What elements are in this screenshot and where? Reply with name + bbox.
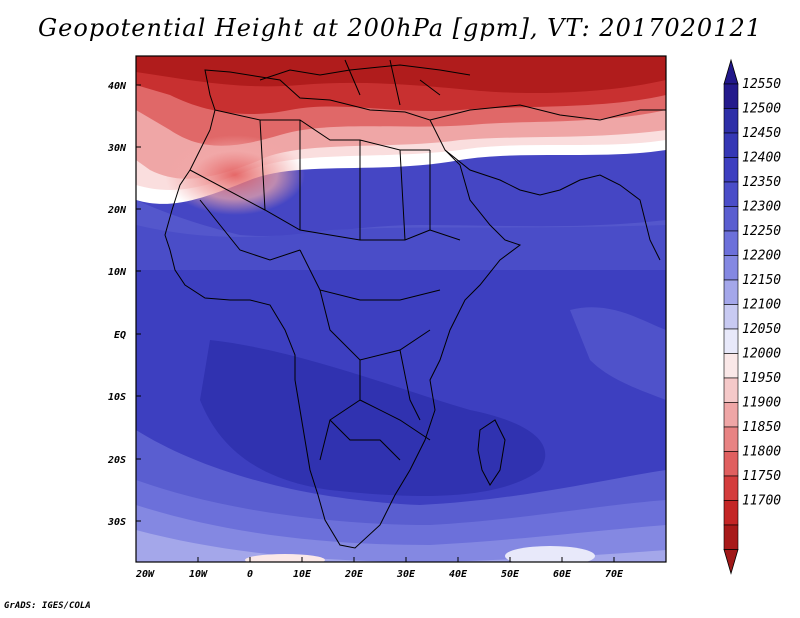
lon-axis: 20W 10W 0 10E 20E 30E 40E 50E 60E 70E: [135, 557, 624, 580]
madagascar: [477, 419, 506, 486]
lat-label: 20S: [107, 455, 126, 466]
colorbar-label: 12550: [742, 77, 781, 92]
colorbar-label: 12500: [742, 102, 781, 117]
colorbar-label: 11700: [742, 494, 781, 509]
colorbar-swatch: [723, 426, 739, 452]
colorbar-swatch: [723, 157, 739, 183]
lon-label: 10E: [293, 569, 312, 580]
lat-label: 30S: [107, 517, 126, 528]
colorbar-swatch: [723, 377, 739, 403]
colorbar-label: 12100: [742, 298, 781, 313]
lat-label: EQ: [114, 330, 126, 341]
colorbar-swatch: [723, 132, 739, 158]
arabia-coast: [444, 149, 661, 261]
colorbar-swatch: [723, 500, 739, 526]
lat-axis: 40N 30N 20N 10N EQ 10S 20S 30S: [107, 81, 141, 528]
lon-label: 20E: [344, 569, 364, 580]
lon-label: 40E: [449, 569, 468, 580]
europe-borders: [344, 59, 441, 106]
colorbar-label: 12400: [742, 151, 781, 166]
lon-label: 10W: [189, 569, 208, 580]
colorbar-label: 12150: [742, 273, 781, 288]
colorbar-swatch: [723, 279, 739, 305]
lat-label: 10S: [108, 392, 126, 403]
colorbar-swatch: [723, 108, 739, 134]
colorbar-label: 12300: [742, 200, 781, 215]
asia-coast: [429, 104, 666, 121]
colorbar-label: 12050: [742, 322, 781, 337]
colorbar-swatch: [723, 255, 739, 281]
lon-label: 70E: [605, 569, 624, 580]
country-borders: [189, 109, 461, 461]
colorbar-swatch: [723, 353, 739, 379]
colorbar-top-arrow: [723, 58, 739, 85]
lon-label: 60E: [553, 569, 572, 580]
colorbar-label: 12000: [742, 347, 781, 362]
colorbar-label: 11950: [742, 371, 781, 386]
coastlines: [164, 59, 666, 549]
colorbar-label: 12450: [742, 126, 781, 141]
plot-frame: [135, 55, 667, 563]
lon-label: 0: [247, 569, 253, 580]
lon-label: 20W: [135, 569, 155, 580]
colorbar-swatch: [723, 524, 739, 550]
europe-coast: [259, 64, 471, 81]
colorbar-label: 12350: [742, 175, 781, 190]
colorbar-label: 11800: [742, 445, 781, 460]
colorbar-swatch: [723, 304, 739, 330]
colorbar-label: 12200: [742, 249, 781, 264]
height-field: [136, 56, 666, 562]
lat-label: 30N: [107, 143, 127, 154]
colorbar-label: 11750: [742, 469, 781, 484]
colorbar-label: 11900: [742, 396, 781, 411]
colorbar-swatch: [723, 475, 739, 501]
colorbar-swatch: [723, 181, 739, 207]
credit-text: GrADS: IGES/COLA: [4, 601, 91, 611]
colorbar-label: 11850: [742, 420, 781, 435]
colorbar-label: 12250: [742, 224, 781, 239]
colorbar-swatch: [723, 328, 739, 354]
colorbar-swatch: [723, 402, 739, 428]
colorbar: 12550 12500 12450 12400 12350 12300 12250 12200…: [723, 58, 781, 575]
colorbar-swatch: [723, 206, 739, 232]
africa-coast: [164, 69, 522, 549]
colorbar-bottom-arrow: [723, 549, 739, 575]
lon-label: 30E: [396, 569, 416, 580]
colorbar-swatch: [723, 83, 739, 109]
map-title: Geopotential Height at 200hPa [gpm], VT:…: [38, 14, 762, 42]
colorbar-swatch: [723, 230, 739, 256]
lat-label: 40N: [108, 81, 127, 92]
colorbar-swatch: [723, 451, 739, 477]
lon-label: 50E: [501, 569, 520, 580]
lat-label: 10N: [108, 267, 127, 278]
lat-label: 20N: [107, 205, 127, 216]
